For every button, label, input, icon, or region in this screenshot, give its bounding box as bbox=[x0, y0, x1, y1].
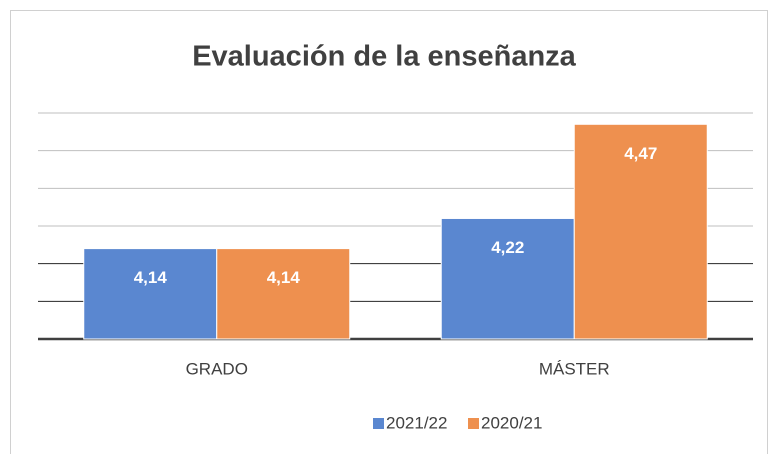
bar bbox=[440, 217, 575, 340]
chart-frame bbox=[10, 10, 768, 459]
x-tick-label: GRADO bbox=[186, 359, 248, 378]
legend-label: 2020/21 bbox=[481, 413, 542, 432]
legend-swatch bbox=[373, 418, 384, 429]
data-label: 4,47 bbox=[624, 144, 657, 163]
bar bbox=[216, 248, 351, 340]
bar bbox=[83, 248, 218, 340]
legend-label: 2021/22 bbox=[386, 413, 447, 432]
data-label: 4,14 bbox=[134, 268, 168, 287]
chart-title: Evaluación de la enseñanza bbox=[192, 41, 576, 73]
data-label: 4,14 bbox=[267, 268, 301, 287]
bar bbox=[573, 123, 708, 340]
legend-swatch bbox=[468, 418, 479, 429]
x-tick-label: MÁSTER bbox=[539, 359, 610, 378]
data-label: 4,22 bbox=[491, 238, 524, 257]
